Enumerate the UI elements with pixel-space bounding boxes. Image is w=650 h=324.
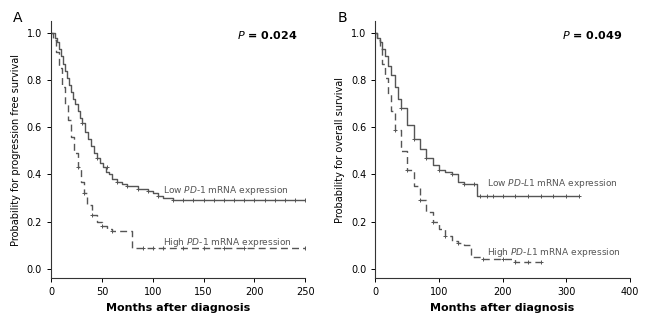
Text: B: B — [337, 11, 347, 25]
Text: A: A — [13, 11, 23, 25]
Text: $\it{P}$ = 0.049: $\it{P}$ = 0.049 — [562, 29, 622, 41]
Text: $\it{P}$ = 0.024: $\it{P}$ = 0.024 — [237, 29, 298, 41]
Text: High $\it{PD\text{-}L1}$ mRNA expression: High $\it{PD\text{-}L1}$ mRNA expression — [488, 246, 621, 259]
X-axis label: Months after diagnosis: Months after diagnosis — [430, 303, 575, 313]
Y-axis label: Probability for overall survival: Probability for overall survival — [335, 77, 346, 223]
Text: High $\it{PD\text{-}1}$ mRNA expression: High $\it{PD\text{-}1}$ mRNA expression — [163, 236, 292, 249]
Text: Low $\it{PD\text{-}1}$ mRNA expression: Low $\it{PD\text{-}1}$ mRNA expression — [163, 184, 289, 197]
Y-axis label: Probability for progression free survival: Probability for progression free surviva… — [11, 54, 21, 246]
X-axis label: Months after diagnosis: Months after diagnosis — [106, 303, 250, 313]
Text: Low $\it{PD\text{-}L1}$ mRNA expression: Low $\it{PD\text{-}L1}$ mRNA expression — [488, 177, 618, 190]
